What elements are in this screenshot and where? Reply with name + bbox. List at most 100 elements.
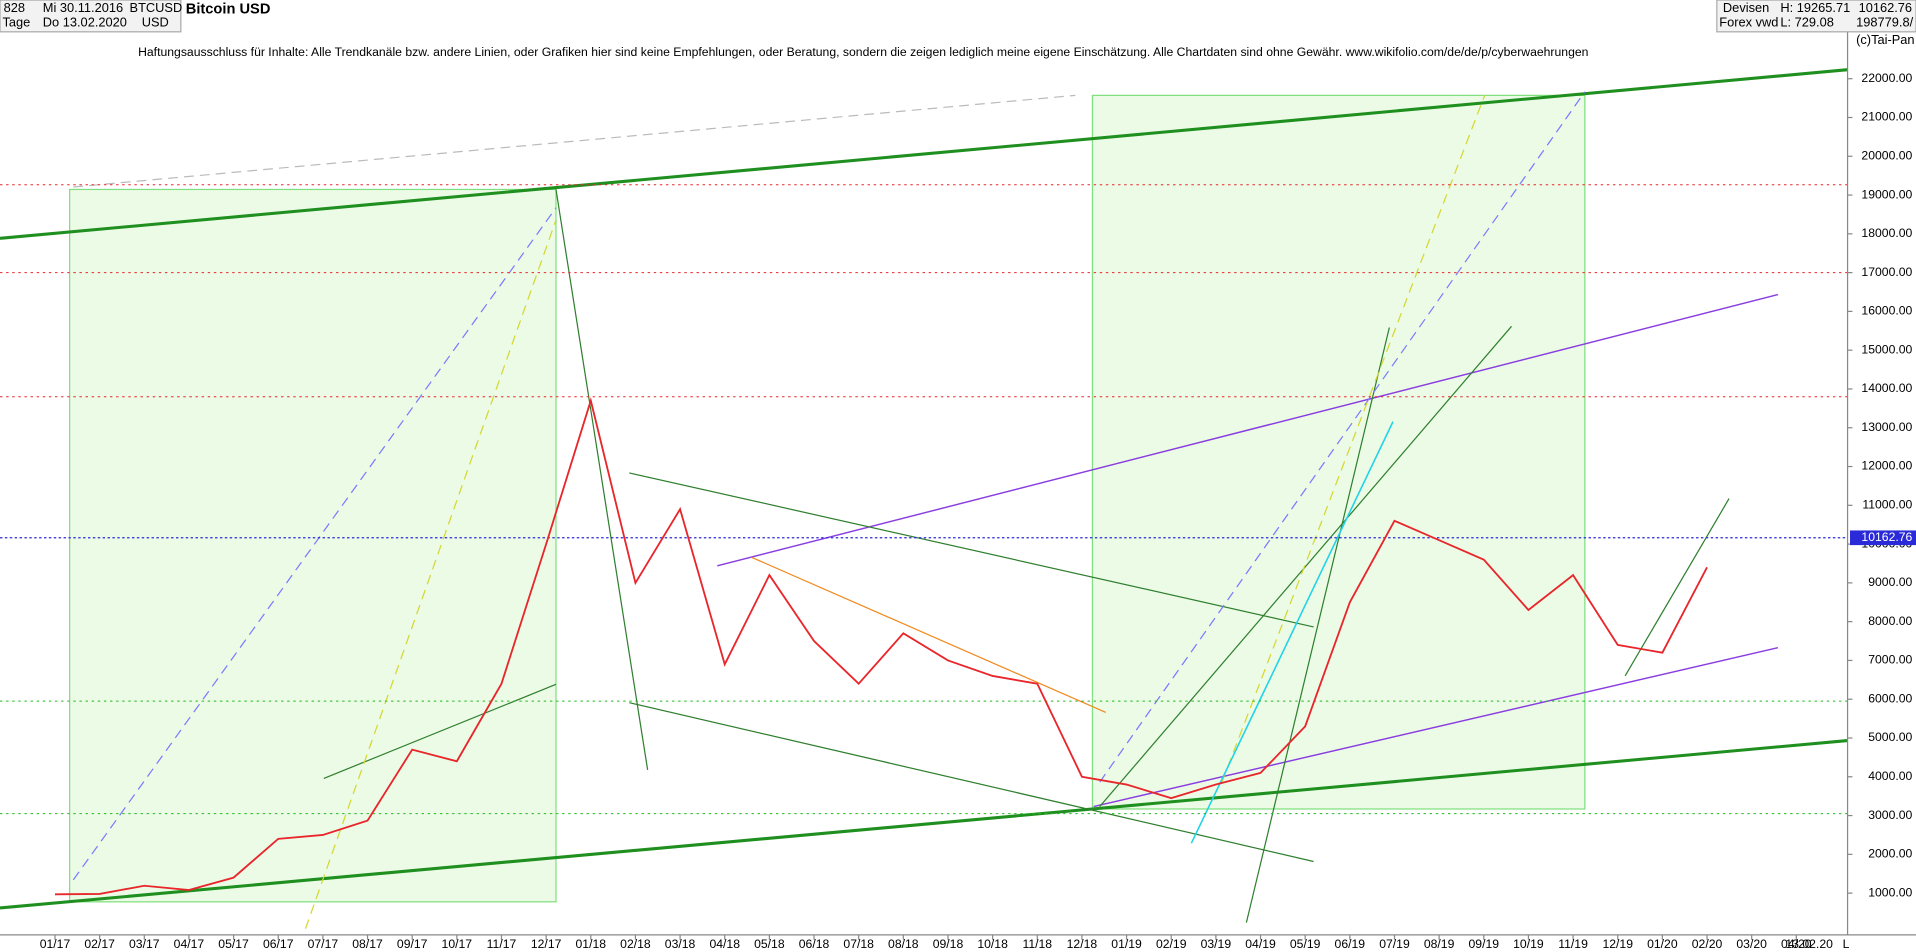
trendline: [717, 293, 1779, 567]
x-tick-label: 11/17: [487, 937, 517, 951]
y-tick-label: 7000.00: [1868, 653, 1912, 667]
header-box: [0, 0, 182, 33]
y-tick-label: 5000.00: [1868, 730, 1912, 744]
last-price-tag: [1850, 530, 1916, 546]
axis-mark: L: [1843, 937, 1850, 951]
y-tick-label: 6000.00: [1868, 691, 1912, 705]
y-tick-label: 15000.00: [1861, 342, 1912, 356]
source: Forex vwd: [1719, 15, 1778, 30]
trendline: [0, 68, 1848, 240]
trendline: [1190, 421, 1394, 844]
trendline: [72, 207, 557, 881]
y-tick-label: 17000.00: [1861, 265, 1912, 279]
x-tick-label: 04/17: [174, 937, 205, 951]
y-tick-label: 4000.00: [1868, 769, 1912, 783]
x-tick-label: 10/19: [1513, 937, 1544, 951]
date-to: Do 13.02.2020: [43, 15, 127, 30]
x-tick-label: 10/17: [442, 937, 473, 951]
y-tick-label: 12000.00: [1861, 459, 1912, 473]
x-tick-label: 07/17: [308, 937, 339, 951]
chart-title: Bitcoin USD: [186, 2, 271, 18]
header-box: [1716, 0, 1916, 33]
x-tick-label: 03/17: [129, 937, 160, 951]
trendline: [1099, 91, 1586, 783]
trendline: [73, 94, 1076, 188]
x-tick-label: 03/18: [665, 937, 696, 951]
low: L: 729.08: [1780, 15, 1834, 30]
price-line: [54, 397, 1708, 896]
trendline: [1221, 95, 1486, 783]
copyright: (c)Tai-Pan: [1856, 32, 1914, 47]
trendline: [629, 702, 1314, 863]
trendline: [323, 683, 557, 779]
x-tick-label: 06/17: [263, 937, 294, 951]
x-tick-label: 12/19: [1602, 937, 1633, 951]
last: 10162.76: [1859, 0, 1913, 15]
x-tick-label: 08/17: [352, 937, 383, 951]
trendline: [304, 219, 557, 929]
chart-id: 828: [4, 0, 25, 15]
currency: USD: [142, 15, 169, 30]
x-tick-label: 06/18: [799, 937, 830, 951]
zone: [1091, 94, 1586, 810]
y-tick-label: 14000.00: [1861, 381, 1912, 395]
x-tick-label: 01/18: [576, 937, 607, 951]
y-tick-label: 11000.00: [1862, 498, 1912, 512]
trendline: [1624, 498, 1730, 677]
y-tick-label: 18000.00: [1861, 226, 1912, 240]
x-tick-label: 07/18: [843, 937, 874, 951]
x-tick-label: 12/18: [1067, 937, 1098, 951]
trendline: [1099, 325, 1513, 807]
market: Devisen: [1723, 0, 1769, 15]
y-tick-label: 19000.00: [1861, 187, 1912, 201]
disclaimer: Haftungsausschluss für Inhalte: Alle Tre…: [138, 45, 1588, 59]
y-tick-label: 22000.00: [1861, 71, 1912, 85]
x-tick-label: 04/20: [1781, 937, 1812, 951]
trendline: [751, 556, 1107, 714]
x-tick-label: 08/18: [888, 937, 919, 951]
drawings: [0, 68, 1848, 929]
x-tick-label: 11/19: [1558, 937, 1588, 951]
volume: 198779.8/: [1856, 15, 1914, 30]
last-price-label: 10162.76: [1861, 530, 1912, 544]
x-tick-label: 11/18: [1022, 937, 1052, 951]
x-tick-label: 05/18: [754, 937, 785, 951]
trendline: [1245, 327, 1390, 923]
x-tick-label: 02/20: [1692, 937, 1723, 951]
x-tick-label: 05/17: [218, 937, 249, 951]
y-tick-label: 16000.00: [1861, 304, 1912, 318]
trendline: [1093, 646, 1779, 808]
y-tick-label: 21000.00: [1861, 110, 1912, 124]
x-tick-label: 02/19: [1156, 937, 1187, 951]
x-tick-label: 01/17: [40, 937, 71, 951]
trendline: [555, 189, 649, 770]
x-tick-label: 09/18: [933, 937, 964, 951]
y-tick-label: 13000.00: [1861, 420, 1912, 434]
x-tick-label: 10/18: [977, 937, 1008, 951]
last-date: 13.02.20: [1785, 937, 1833, 951]
zone: [69, 188, 557, 903]
x-tick-label: 12/17: [531, 937, 562, 951]
date-from: Mi 30.11.2016: [43, 0, 123, 15]
x-tick-label: 08/19: [1424, 937, 1455, 951]
trendline: [0, 739, 1848, 910]
plot: [0, 184, 1848, 896]
x-tick-label: 03/20: [1736, 937, 1767, 951]
x-tick-label: 07/19: [1379, 937, 1410, 951]
x-tick-label: 02/17: [84, 937, 115, 951]
y-tick-label: 8000.00: [1868, 614, 1912, 628]
x-tick-label: 01/20: [1647, 937, 1678, 951]
y-tick-label: 9000.00: [1868, 575, 1912, 589]
period: Tage: [2, 15, 30, 30]
y-tick-label: 1000.00: [1868, 885, 1912, 899]
symbol: BTCUSD: [130, 0, 183, 15]
x-tick-label: 01/19: [1111, 937, 1142, 951]
y-tick-label: 2000.00: [1868, 847, 1912, 861]
x-tick-label: 04/18: [709, 937, 740, 951]
x-tick-label: 09/17: [397, 937, 428, 951]
y-tick-label: 20000.00: [1861, 148, 1912, 162]
high: H: 19265.71: [1780, 0, 1850, 15]
y-tick-label: 3000.00: [1868, 808, 1912, 822]
